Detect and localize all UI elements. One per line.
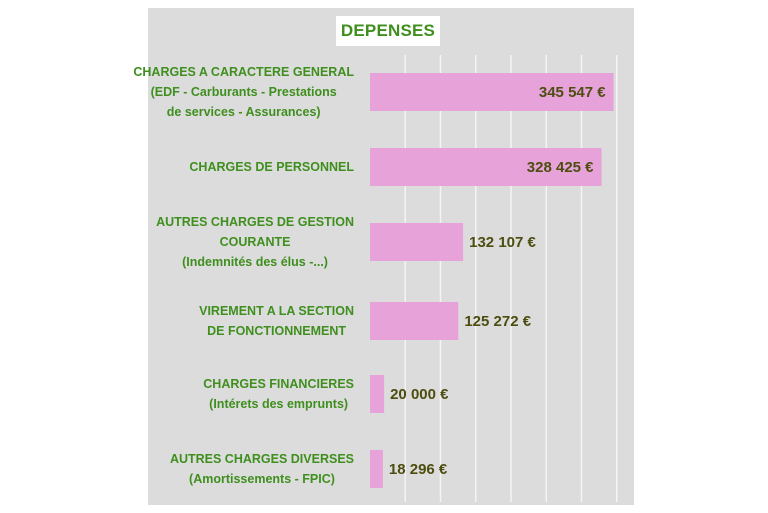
category-label: AUTRES CHARGES DE GESTION COURANTE (Indemn…	[156, 212, 354, 272]
category-label: CHARGES DE PERSONNEL	[189, 157, 354, 177]
bar	[370, 148, 602, 186]
chart-title: DEPENSES	[336, 16, 440, 46]
category-label-line: de services - Assurances)	[166, 105, 321, 119]
bar-value-label: 132 107 €	[469, 234, 536, 251]
category-label-line: CHARGES DE PERSONNEL	[189, 160, 354, 174]
category-label-line: COURANTE	[219, 235, 291, 249]
bar	[370, 302, 459, 340]
category-label-line: (Indemnités des élus -...)	[182, 255, 328, 269]
category-label-line: (Intérets des emprunts)	[209, 397, 349, 411]
category-label-line: (Amortissements - FPIC)	[189, 472, 335, 486]
category-label-line: VIREMENT A LA SECTION	[199, 304, 354, 318]
category-label-line: DE FONCTIONNEMENT	[207, 324, 346, 338]
bar-value-label: 125 272 €	[464, 313, 531, 330]
bar-value-label: 20 000 €	[390, 386, 449, 403]
bar	[370, 73, 614, 111]
category-label-line: AUTRES CHARGES DIVERSES	[169, 452, 354, 466]
bar-value-label: 345 547 €	[539, 84, 606, 101]
bar	[370, 223, 464, 261]
category-label: VIREMENT A LA SECTION DE FONCTIONNEMENT	[199, 301, 354, 341]
bar	[370, 450, 383, 488]
category-label: CHARGES FINANCIERES (Intérets des emprunt…	[203, 374, 354, 414]
category-label-line: CHARGES A CARACTERE GENERAL	[133, 65, 354, 79]
bar	[370, 375, 385, 413]
category-label: AUTRES CHARGES DIVERSES (Amortissements -…	[170, 449, 354, 489]
category-label-line: AUTRES CHARGES DE GESTION	[156, 215, 354, 229]
category-label: CHARGES A CARACTERE GENERAL (EDF - Carbur…	[133, 62, 354, 122]
bar-value-label: 18 296 €	[389, 461, 448, 478]
category-label-line: (EDF - Carburants - Prestations	[150, 85, 337, 99]
category-label-line: CHARGES FINANCIERES	[203, 377, 354, 391]
bar-value-label: 328 425 €	[527, 159, 594, 176]
